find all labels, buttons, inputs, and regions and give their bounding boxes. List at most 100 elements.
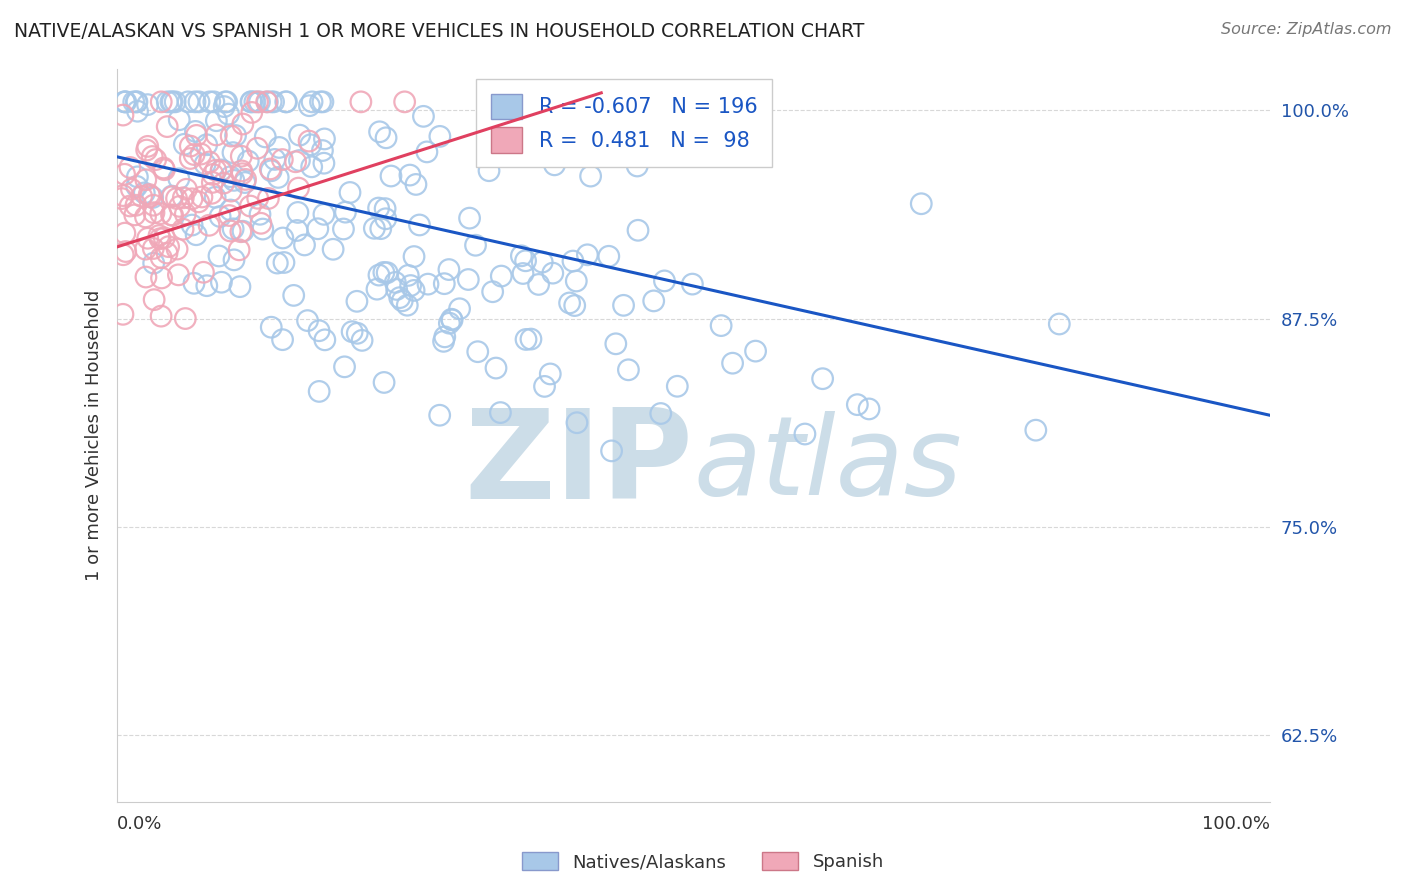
Point <box>416 145 439 159</box>
Point <box>222 173 245 187</box>
Point <box>240 95 263 109</box>
Point <box>643 293 665 308</box>
Point <box>399 168 422 182</box>
Point <box>184 227 207 242</box>
Point <box>134 210 156 224</box>
Point <box>600 443 623 458</box>
Point <box>246 141 269 155</box>
Point <box>125 179 148 194</box>
Point <box>222 252 245 267</box>
Point <box>249 95 271 109</box>
Point <box>276 95 298 109</box>
Point <box>162 95 184 109</box>
Point <box>125 198 148 212</box>
Point <box>297 313 319 327</box>
Point <box>332 222 354 236</box>
Point <box>605 336 627 351</box>
Point <box>249 207 271 221</box>
Point <box>449 301 471 316</box>
Point <box>558 296 581 310</box>
Point <box>231 164 253 178</box>
Point <box>179 152 201 166</box>
Point <box>307 221 329 235</box>
Point <box>433 277 456 291</box>
Point <box>910 196 932 211</box>
Point <box>375 130 398 145</box>
Point <box>721 356 744 370</box>
Point <box>166 242 188 256</box>
Text: ZIP: ZIP <box>465 404 693 525</box>
Point <box>408 218 430 232</box>
Point <box>380 169 402 183</box>
Point <box>478 163 501 178</box>
Point <box>793 427 815 442</box>
Text: 0.0%: 0.0% <box>117 815 163 833</box>
Point <box>143 293 166 307</box>
Point <box>169 199 191 213</box>
Point <box>285 223 308 237</box>
Point <box>467 344 489 359</box>
Point <box>148 228 170 243</box>
Point <box>339 186 361 200</box>
Point <box>150 271 173 285</box>
Point <box>271 231 294 245</box>
Point <box>225 128 247 143</box>
Point <box>167 268 190 282</box>
Y-axis label: 1 or more Vehicles in Household: 1 or more Vehicles in Household <box>86 290 103 581</box>
Point <box>172 191 194 205</box>
Point <box>114 167 136 181</box>
Point <box>396 298 419 312</box>
Point <box>283 288 305 302</box>
Point <box>235 172 257 186</box>
Point <box>201 175 224 189</box>
Point <box>188 95 211 109</box>
Point <box>271 153 294 167</box>
Point <box>157 240 180 254</box>
Point <box>218 107 240 121</box>
Point <box>311 144 333 158</box>
Point <box>193 265 215 279</box>
Point <box>246 95 269 109</box>
Point <box>135 173 157 187</box>
Point <box>127 104 149 119</box>
Point <box>373 376 395 390</box>
Point <box>555 95 578 109</box>
Point <box>396 268 419 283</box>
Point <box>222 145 245 160</box>
Point <box>209 164 232 178</box>
Point <box>142 198 165 212</box>
Point <box>142 242 165 256</box>
Point <box>308 384 330 399</box>
Point <box>429 129 451 144</box>
Point <box>266 256 288 270</box>
Point <box>350 95 373 109</box>
Point <box>375 266 398 280</box>
Point <box>368 268 391 282</box>
Point <box>160 95 183 109</box>
Point <box>136 139 159 153</box>
Point <box>710 318 733 333</box>
Point <box>160 189 183 203</box>
Point <box>238 154 260 169</box>
Point <box>198 95 221 109</box>
Point <box>562 254 585 268</box>
Point <box>153 162 176 177</box>
Point <box>184 124 207 138</box>
Point <box>232 224 254 238</box>
Point <box>212 100 235 114</box>
Point <box>194 157 217 171</box>
Point <box>352 334 374 348</box>
Point <box>433 330 456 344</box>
Point <box>167 171 190 186</box>
Point <box>125 95 148 109</box>
Point <box>229 225 252 239</box>
Point <box>520 332 543 346</box>
Point <box>437 262 460 277</box>
Point <box>214 95 236 109</box>
Point <box>136 231 159 245</box>
Point <box>202 95 225 109</box>
Point <box>195 137 218 152</box>
Point <box>335 205 357 219</box>
Text: Source: ZipAtlas.com: Source: ZipAtlas.com <box>1222 22 1392 37</box>
Point <box>374 202 396 216</box>
